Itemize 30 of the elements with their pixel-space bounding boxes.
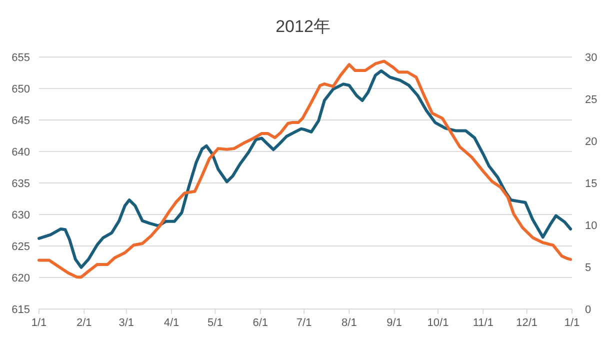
x-tick-label: 1/1: [31, 317, 47, 329]
y-tick-label: 625: [12, 241, 30, 253]
y2-tick-label: 15: [585, 178, 598, 190]
y2-tick-label: 25: [585, 94, 598, 106]
y2-tick-label: 20: [585, 136, 598, 148]
x-tick-label: 9/1: [386, 317, 402, 329]
x-tick-label: 12/1: [516, 317, 538, 329]
y-tick-label: 640: [12, 146, 30, 158]
y2-tick-label: 5: [585, 262, 592, 274]
y-tick-label: 615: [12, 304, 30, 316]
x-tick-label: 5/1: [208, 317, 223, 329]
y-tick-label: 630: [12, 210, 30, 222]
y-tick-label: 655: [12, 52, 30, 64]
y-tick-label: 635: [12, 178, 30, 190]
y2-tick-label: 10: [585, 220, 598, 232]
y2-tick-label: 30: [585, 52, 598, 64]
chart-title: 2012年: [276, 17, 330, 36]
x-tick-label: 1/1: [564, 317, 580, 329]
x-tick-label: 3/1: [118, 317, 134, 329]
x-tick-label: 7/1: [296, 317, 312, 329]
y-tick-label: 650: [12, 84, 30, 96]
y-tick-label: 620: [12, 272, 30, 284]
x-tick-label: 10/1: [427, 317, 449, 329]
y-tick-label: 645: [12, 115, 30, 127]
y2-tick-label: 0: [585, 304, 592, 316]
x-tick-label: 6/1: [252, 317, 268, 329]
x-tick-label: 4/1: [164, 317, 180, 329]
x-tick-label: 2/1: [76, 317, 92, 329]
x-tick-label: 11/1: [472, 317, 494, 329]
x-tick-label: 8/1: [342, 317, 357, 329]
